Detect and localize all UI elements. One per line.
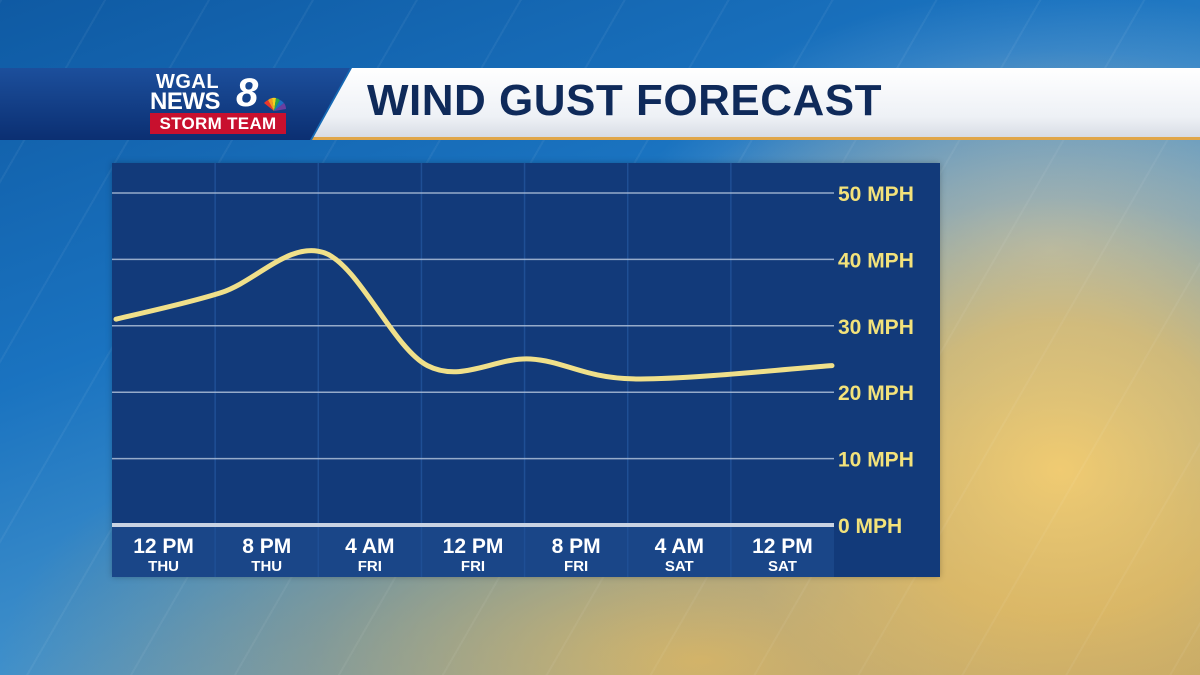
logo-wgal-text: WGAL bbox=[156, 71, 220, 93]
x-tick-time: 12 PM bbox=[443, 535, 504, 558]
y-tick-label: 50 MPH bbox=[838, 183, 914, 206]
x-tick-day: FRI bbox=[461, 558, 485, 575]
logo-channel-number: 8 bbox=[236, 71, 259, 115]
y-tick-label: 30 MPH bbox=[838, 316, 914, 339]
x-tick-day: FRI bbox=[564, 558, 588, 575]
page-title: WIND GUST FORECAST bbox=[367, 76, 882, 125]
wind-gust-chart: 0 MPH 10 MPH 20 MPH 30 MPH 40 MPH 50 MPH 12 PM… bbox=[112, 163, 914, 577]
x-tick-time: 12 PM bbox=[752, 535, 813, 558]
x-tick-day: SAT bbox=[665, 558, 694, 575]
series-line-wind-gust bbox=[113, 248, 835, 382]
chart-panel: 0 MPH 10 MPH 20 MPH 30 MPH 40 MPH 50 MPH 12 PM… bbox=[112, 163, 940, 577]
logo-news-text: NEWS bbox=[150, 88, 221, 115]
x-tick-day: THU bbox=[148, 558, 179, 575]
title-bar: WIND GUST FORECAST bbox=[312, 68, 1200, 140]
x-tick-day: THU bbox=[251, 558, 282, 575]
y-tick-label: 10 MPH bbox=[838, 449, 914, 472]
peacock-icon bbox=[264, 97, 286, 111]
x-tick-time: 4 AM bbox=[655, 535, 704, 558]
x-tick-day: FRI bbox=[358, 558, 382, 575]
x-tick-time: 8 PM bbox=[552, 535, 601, 558]
y-tick-label: 20 MPH bbox=[838, 382, 914, 405]
x-tick-day: SAT bbox=[768, 558, 797, 575]
x-tick-time: 8 PM bbox=[242, 535, 291, 558]
y-tick-label: 0 MPH bbox=[838, 515, 902, 538]
x-tick-time: 4 AM bbox=[345, 535, 394, 558]
x-axis-band bbox=[112, 527, 834, 577]
x-tick-time: 12 PM bbox=[133, 535, 194, 558]
storm-team-badge: STORM TEAM bbox=[150, 113, 286, 134]
station-logo: WGAL NEWS 8 STORM TEAM bbox=[0, 68, 350, 140]
header-banner: WGAL NEWS 8 STORM TEAM WIND GUST FORECAS… bbox=[0, 68, 1200, 140]
y-tick-label: 40 MPH bbox=[838, 249, 914, 272]
